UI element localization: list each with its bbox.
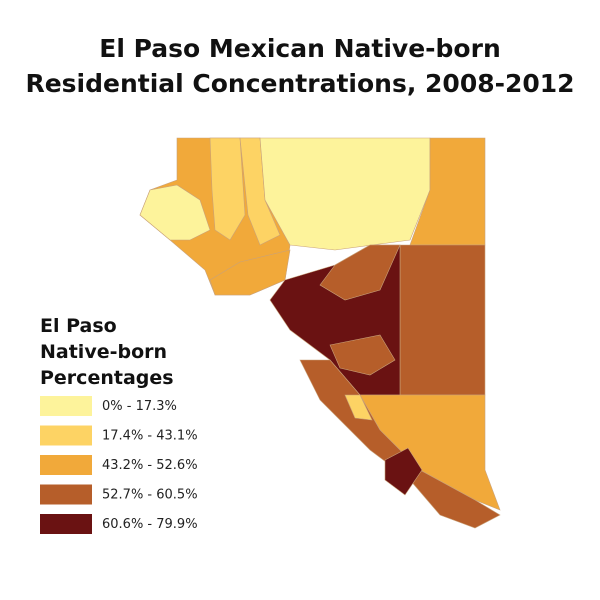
legend-label: 17.4% - 43.1% xyxy=(102,429,198,444)
legend-title: Percentages xyxy=(40,367,174,389)
region xyxy=(329,334,396,376)
legend-label: 60.6% - 79.9% xyxy=(102,517,198,532)
legend-swatch xyxy=(40,455,92,475)
legend-swatch xyxy=(40,514,92,534)
region xyxy=(139,184,211,241)
title-line: Residential Concentrations, 2008-2012 xyxy=(25,69,574,98)
legend-label: 43.2% - 52.6% xyxy=(102,458,198,473)
title-line: El Paso Mexican Native-born xyxy=(99,34,501,63)
region xyxy=(399,244,486,396)
legend-title: Native-born xyxy=(40,341,167,363)
region xyxy=(319,244,401,301)
map xyxy=(139,137,501,529)
legend-swatch xyxy=(40,484,92,505)
legend: 0% - 17.3% 17.4% - 43.1% 43.2% - 52.6% 52.7… xyxy=(40,396,198,534)
region xyxy=(384,447,423,496)
legend-label: 0% - 17.3% xyxy=(102,399,177,414)
region xyxy=(259,137,431,251)
legend-title: El Paso xyxy=(40,315,117,337)
region xyxy=(344,394,373,421)
region xyxy=(209,249,291,296)
legend-swatch xyxy=(40,396,92,416)
legend-label: 52.7% - 60.5% xyxy=(102,488,198,503)
legend-swatch xyxy=(40,425,92,446)
